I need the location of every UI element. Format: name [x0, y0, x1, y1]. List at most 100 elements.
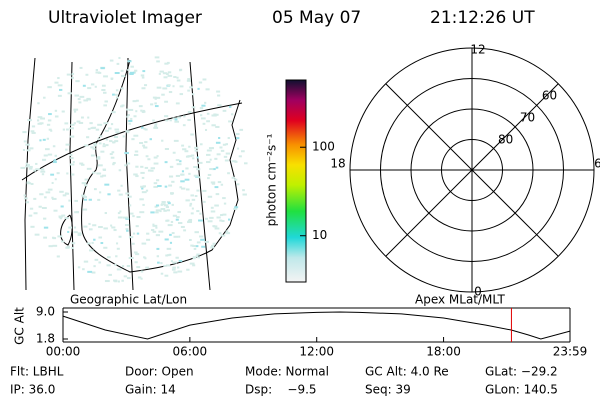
- speckle: [77, 266, 81, 269]
- speckle: [225, 143, 228, 146]
- speckle: [231, 113, 234, 116]
- speckle: [104, 100, 108, 103]
- speckle: [222, 197, 226, 200]
- speckle: [225, 232, 231, 235]
- speckle: [164, 115, 169, 118]
- speckle: [91, 241, 94, 244]
- speckle: [86, 97, 91, 100]
- speckle: [187, 119, 191, 122]
- speckle: [183, 115, 186, 118]
- speckle: [166, 200, 171, 203]
- status-field: Gain: 14: [125, 383, 176, 397]
- speckle: [132, 215, 135, 218]
- speckle: [37, 102, 40, 105]
- speckle: [58, 215, 64, 218]
- speckle: [227, 137, 230, 140]
- speckle: [23, 140, 27, 143]
- colorbar: [285, 79, 307, 283]
- speckle: [133, 251, 138, 254]
- speckle: [197, 161, 203, 164]
- speckle: [109, 140, 113, 143]
- speckle: [142, 203, 145, 206]
- speckle: [25, 201, 30, 204]
- speckle: [196, 241, 201, 244]
- speckle: [179, 85, 184, 88]
- speckle: [51, 197, 57, 200]
- speckle: [182, 124, 186, 127]
- speckle: [163, 264, 166, 267]
- speckle: [83, 184, 88, 187]
- speckle: [128, 122, 131, 125]
- speckle: [96, 156, 101, 159]
- speckle: [112, 141, 115, 144]
- speckle: [84, 178, 89, 181]
- speckle: [125, 192, 130, 195]
- speckle: [223, 202, 227, 205]
- speckle: [65, 143, 70, 146]
- mlt-label: 0: [474, 285, 482, 299]
- speckle: [81, 182, 87, 185]
- speckle: [168, 175, 174, 178]
- speckle: [187, 78, 191, 81]
- speckle: [48, 245, 53, 248]
- speckle: [186, 268, 190, 271]
- speckle: [79, 162, 84, 165]
- speckle: [124, 164, 127, 167]
- speckle: [155, 204, 160, 207]
- speckle: [74, 211, 79, 214]
- x-tick-label: 00:00: [46, 345, 81, 359]
- speckle: [201, 104, 206, 107]
- speckle: [231, 176, 236, 179]
- speckle: [29, 147, 34, 150]
- speckle: [69, 127, 74, 130]
- speckle: [155, 209, 161, 212]
- speckle: [123, 275, 128, 278]
- speckle: [120, 184, 123, 187]
- status-field: Dsp: −9.5: [245, 383, 317, 397]
- speckle: [114, 263, 117, 266]
- speckle: [126, 108, 129, 111]
- speckle: [28, 167, 33, 170]
- speckle: [172, 214, 177, 217]
- speckle: [44, 196, 47, 199]
- speckle: [126, 277, 131, 280]
- speckle: [59, 217, 63, 220]
- speckle: [142, 70, 146, 73]
- speckle: [199, 212, 202, 215]
- speckle: [135, 165, 139, 168]
- speckle: [20, 166, 26, 169]
- speckle: [190, 154, 195, 157]
- speckle: [73, 122, 76, 125]
- speckle: [166, 247, 172, 250]
- speckle: [82, 208, 88, 211]
- speckle: [164, 147, 169, 150]
- speckle: [195, 245, 199, 248]
- speckle: [102, 143, 106, 146]
- speckle: [88, 249, 94, 252]
- speckle: [73, 108, 79, 111]
- speckle: [135, 253, 140, 256]
- y-tick-label: 1.8: [36, 332, 55, 346]
- speckle: [93, 265, 96, 268]
- speckle: [167, 71, 172, 74]
- speckle: [27, 164, 30, 167]
- speckle: [127, 114, 130, 117]
- speckle: [141, 76, 145, 79]
- speckle: [88, 198, 92, 201]
- speckle: [74, 94, 80, 97]
- speckle: [191, 106, 196, 109]
- speckle: [200, 117, 206, 120]
- speckle: [173, 271, 178, 274]
- speckle: [177, 211, 181, 214]
- speckle: [172, 266, 176, 269]
- speckle: [152, 224, 158, 227]
- speckle: [94, 85, 97, 88]
- speckle: [78, 101, 82, 104]
- speckle: [194, 146, 199, 149]
- speckle: [102, 168, 107, 171]
- speckle: [134, 69, 138, 72]
- speckle: [135, 110, 138, 113]
- speckle: [125, 217, 130, 220]
- speckle: [59, 190, 64, 193]
- speckle: [142, 109, 145, 112]
